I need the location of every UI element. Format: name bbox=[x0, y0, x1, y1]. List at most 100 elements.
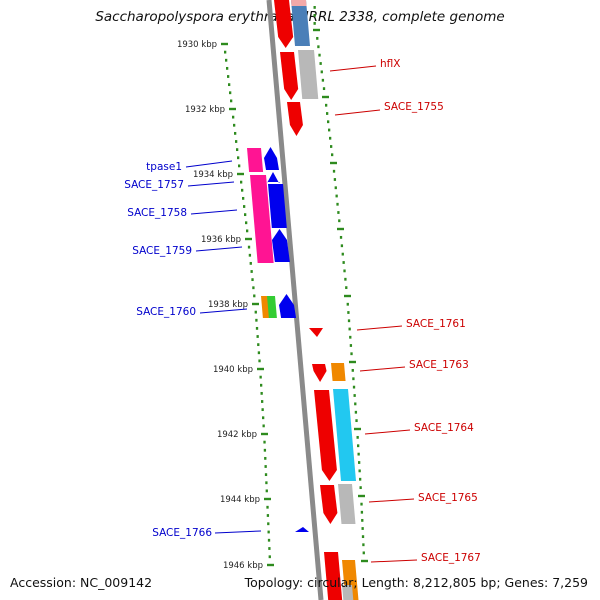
gene-label[interactable]: SACE_1761 bbox=[406, 318, 466, 330]
major-tick bbox=[229, 107, 236, 111]
scale-tick-label: 1932 kbp bbox=[185, 105, 225, 115]
minor-tick bbox=[338, 219, 341, 223]
gene-feature[interactable] bbox=[279, 294, 297, 318]
scale-tick-label: 1934 kbp bbox=[193, 170, 233, 180]
scale-tick-label: 1930 kbp bbox=[177, 40, 217, 50]
label-leader-line bbox=[195, 246, 243, 252]
minor-tick bbox=[227, 75, 230, 78]
minor-tick bbox=[333, 178, 337, 181]
gene-label[interactable]: SACE_1765 bbox=[418, 492, 478, 504]
gene-feature[interactable] bbox=[272, 229, 290, 262]
minor-tick bbox=[325, 103, 328, 107]
gene-label[interactable]: SACE_1760 bbox=[136, 306, 196, 318]
gene-feature[interactable] bbox=[280, 52, 299, 100]
label-leader-line bbox=[356, 325, 403, 331]
minor-tick bbox=[344, 277, 347, 281]
minor-tick bbox=[246, 229, 249, 233]
gene-label[interactable]: tpase1 bbox=[146, 161, 182, 173]
gene-label[interactable]: SACE_1758 bbox=[127, 207, 187, 219]
minor-tick bbox=[267, 522, 270, 526]
gene-label[interactable]: SACE_1759 bbox=[132, 245, 192, 257]
minor-tick bbox=[235, 140, 238, 143]
minor-tick bbox=[349, 335, 352, 339]
minor-tick bbox=[264, 456, 267, 460]
gene-feature[interactable] bbox=[298, 50, 319, 99]
minor-tick bbox=[265, 489, 268, 493]
gene-feature[interactable] bbox=[267, 172, 280, 183]
minor-tick bbox=[321, 78, 325, 82]
gene-feature[interactable] bbox=[314, 390, 337, 481]
gene-feature[interactable] bbox=[320, 485, 338, 524]
minor-tick bbox=[331, 153, 334, 157]
minor-tick bbox=[233, 123, 236, 127]
gene-feature[interactable] bbox=[264, 147, 280, 170]
topology-text: Topology: circular; Length: 8,212,805 bp… bbox=[244, 575, 588, 590]
minor-tick bbox=[362, 551, 365, 555]
minor-tick bbox=[319, 62, 322, 65]
gene-label[interactable]: hflX bbox=[380, 58, 400, 70]
tick-layer: 1930 kbp 1932 kbp 1934 kbp 1936 kbp 1938 kbp… bbox=[177, 6, 368, 571]
minor-tick bbox=[250, 270, 253, 273]
minor-tick bbox=[360, 502, 363, 506]
minor-tick bbox=[332, 169, 336, 173]
minor-tick bbox=[259, 375, 262, 379]
minor-tick bbox=[240, 180, 243, 184]
gene-feature[interactable] bbox=[267, 296, 277, 318]
minor-tick bbox=[230, 99, 233, 103]
gene-feature[interactable] bbox=[291, 0, 307, 6]
gene-feature[interactable] bbox=[331, 363, 346, 381]
gene-feature[interactable] bbox=[295, 527, 309, 532]
minor-tick bbox=[257, 343, 260, 347]
gene-feature[interactable] bbox=[268, 184, 287, 228]
minor-tick bbox=[266, 505, 269, 509]
minor-tick bbox=[340, 244, 344, 248]
minor-tick bbox=[355, 419, 358, 423]
minor-tick bbox=[263, 440, 266, 444]
label-leader-line bbox=[370, 559, 418, 563]
minor-tick bbox=[356, 435, 359, 439]
gene-feature[interactable] bbox=[324, 552, 343, 600]
gene-feature[interactable] bbox=[247, 148, 264, 172]
minor-tick bbox=[255, 318, 258, 322]
minor-tick bbox=[317, 45, 320, 49]
minor-tick bbox=[260, 391, 263, 395]
gene-feature[interactable] bbox=[274, 0, 294, 48]
inner-scale-track bbox=[221, 42, 274, 567]
minor-tick bbox=[345, 286, 348, 290]
gene-feature[interactable] bbox=[342, 585, 354, 600]
gene-feature[interactable] bbox=[287, 102, 303, 136]
minor-tick bbox=[337, 211, 340, 214]
minor-tick bbox=[357, 452, 360, 456]
minor-tick bbox=[251, 278, 254, 282]
minor-tick bbox=[244, 213, 247, 217]
feature-layer bbox=[247, 0, 359, 600]
minor-tick bbox=[252, 286, 255, 290]
gene-feature[interactable] bbox=[338, 484, 356, 524]
minor-tick bbox=[224, 50, 227, 54]
minor-tick bbox=[346, 302, 349, 306]
major-tick bbox=[330, 161, 337, 165]
genome-backbone bbox=[266, 0, 324, 600]
gene-feature[interactable] bbox=[333, 389, 357, 481]
minor-tick bbox=[261, 400, 264, 403]
minor-tick bbox=[350, 352, 353, 356]
gene-feature[interactable] bbox=[250, 175, 274, 263]
minor-tick bbox=[313, 14, 316, 17]
minor-tick bbox=[232, 115, 235, 119]
gene-label[interactable]: SACE_1755 bbox=[384, 101, 444, 113]
gene-label[interactable]: SACE_1767 bbox=[421, 552, 481, 564]
minor-tick bbox=[353, 394, 356, 397]
gene-label[interactable]: SACE_1763 bbox=[409, 359, 469, 371]
gene-feature[interactable] bbox=[291, 0, 311, 46]
gene-feature[interactable] bbox=[312, 364, 327, 382]
minor-tick bbox=[263, 448, 267, 452]
gene-label[interactable]: SACE_1757 bbox=[124, 179, 184, 191]
gene-feature[interactable] bbox=[309, 328, 323, 337]
label-leader-line bbox=[185, 160, 233, 168]
gene-label[interactable]: SACE_1766 bbox=[152, 527, 212, 539]
minor-tick bbox=[237, 156, 240, 160]
minor-tick bbox=[318, 53, 321, 57]
minor-tick bbox=[341, 252, 344, 256]
minor-tick bbox=[248, 253, 252, 257]
gene-label[interactable]: SACE_1764 bbox=[414, 422, 474, 434]
